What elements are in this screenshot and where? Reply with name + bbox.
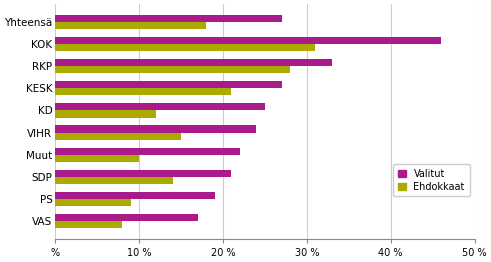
Bar bbox=[55, 133, 181, 140]
Bar bbox=[55, 155, 139, 162]
Bar bbox=[55, 148, 240, 155]
Bar bbox=[55, 221, 122, 228]
Bar bbox=[55, 88, 231, 95]
Bar bbox=[55, 192, 215, 199]
Legend: Valitut, Ehdokkaat: Valitut, Ehdokkaat bbox=[393, 164, 470, 196]
Bar bbox=[55, 66, 290, 73]
Bar bbox=[55, 177, 173, 184]
Bar bbox=[55, 81, 282, 88]
Bar bbox=[55, 170, 231, 177]
Bar bbox=[55, 37, 441, 44]
Bar bbox=[55, 59, 332, 66]
Bar bbox=[55, 22, 206, 29]
Bar bbox=[55, 44, 315, 51]
Bar bbox=[55, 214, 198, 221]
Bar bbox=[55, 125, 256, 133]
Bar bbox=[55, 110, 156, 117]
Bar bbox=[55, 15, 282, 22]
Bar bbox=[55, 103, 265, 110]
Bar bbox=[55, 199, 131, 206]
